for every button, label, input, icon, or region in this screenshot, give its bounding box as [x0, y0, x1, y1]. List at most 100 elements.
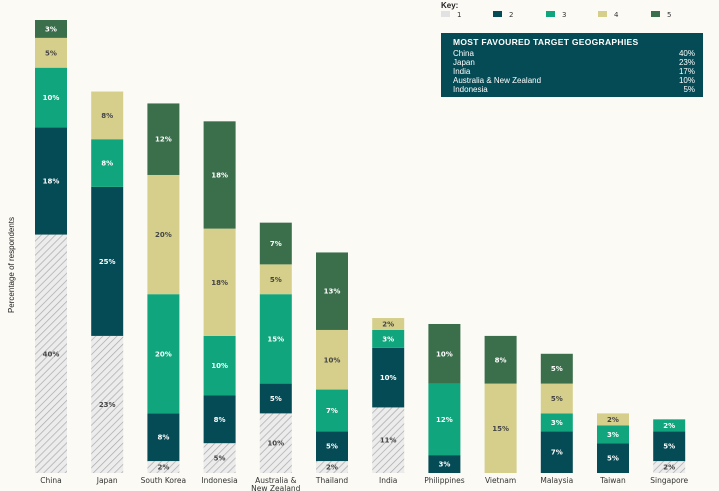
bar-segment	[147, 174, 180, 295]
bar-segment	[147, 413, 180, 462]
x-tick-label: India	[379, 476, 397, 485]
legend-title: Key:	[441, 1, 458, 10]
data-label: 40%	[43, 350, 60, 358]
data-label: 5%	[551, 395, 563, 403]
data-label: 2%	[607, 416, 619, 424]
bar-segment	[316, 329, 348, 390]
bar-segment	[259, 383, 292, 414]
bar-segment	[597, 443, 629, 473]
favourite-row: Japan 23%	[453, 58, 695, 67]
data-label: 20%	[155, 231, 172, 239]
favourite-value: 17%	[678, 67, 695, 76]
bar-segment	[259, 222, 292, 265]
legend: Key: 1 2 3 4 5	[441, 1, 671, 19]
data-label: 10%	[211, 362, 228, 370]
favourite-country: Indonesia	[453, 85, 488, 94]
bar-segment	[91, 186, 124, 336]
favourite-country: Japan	[453, 58, 475, 67]
most-favoured-title: MOST FAVOURED TARGET GEOGRAPHIES	[453, 37, 639, 47]
favourite-country: China	[453, 49, 474, 58]
data-label: 15%	[492, 425, 509, 433]
data-label: 5%	[663, 443, 675, 451]
bar-segment	[372, 329, 405, 348]
bar-segment	[540, 383, 573, 414]
most-favoured-box: MOST FAVOURED TARGET GEOGRAPHIES China 40…	[441, 33, 703, 97]
bar-segment	[35, 20, 67, 38]
data-label: 2%	[663, 422, 675, 430]
legend-swatch	[546, 11, 555, 17]
bar-segment	[316, 389, 348, 432]
bar-segment	[540, 413, 573, 432]
bar-segment	[540, 431, 573, 473]
bar-segment	[653, 461, 686, 473]
legend-label: 5	[667, 11, 671, 19]
x-tick-label: Japan	[96, 476, 118, 485]
data-label: 3%	[438, 461, 450, 469]
y-axis-label: Percentage of respondents	[7, 217, 16, 313]
legend-label: 4	[614, 11, 619, 19]
legend-swatch	[598, 11, 607, 17]
bar-segment	[316, 252, 348, 330]
data-label: 5%	[214, 455, 226, 463]
bar-segment	[35, 67, 67, 128]
favourite-row: Indonesia 5%	[453, 85, 695, 94]
bar-segment	[484, 383, 517, 473]
data-label: 8%	[214, 416, 226, 424]
bar-segment	[91, 139, 124, 187]
x-tick-label: Singapore	[650, 476, 688, 485]
data-label: 5%	[607, 455, 619, 463]
data-label: 3%	[607, 431, 619, 439]
x-tick-label: South Korea	[141, 476, 186, 485]
data-label: 2%	[157, 464, 169, 472]
favourite-country: Australia & New Zealand	[453, 76, 542, 85]
data-label: 10%	[43, 94, 60, 102]
bar-segment	[147, 103, 180, 175]
bar-segment	[91, 335, 124, 473]
bar-segment	[203, 335, 236, 396]
x-tick-label: Malaysia	[540, 476, 573, 485]
data-label: 23%	[99, 401, 116, 409]
data-label: 7%	[326, 407, 338, 415]
legend-label: 3	[562, 11, 566, 19]
bars-layer: 40% 18% 10% 5% 3% 23% 25% 8% 8% 2% 8% 20% 20% 12% 5% 8%…	[35, 20, 686, 473]
data-label: 10%	[380, 374, 397, 382]
data-label: 13%	[324, 288, 341, 296]
legend-label: 1	[457, 11, 461, 19]
data-label: 7%	[270, 240, 282, 248]
favourite-row: China 40%	[453, 49, 695, 58]
data-label: 8%	[495, 356, 507, 364]
bar-segment	[91, 91, 124, 140]
data-label: 10%	[436, 350, 453, 358]
data-label: 5%	[45, 49, 57, 57]
data-label: 18%	[211, 171, 228, 179]
data-label: 8%	[101, 112, 113, 120]
bar-segment	[372, 347, 405, 408]
bar-segment	[428, 455, 461, 473]
bar-segment	[259, 294, 292, 384]
data-label: 5%	[270, 395, 282, 403]
bar-segment	[372, 407, 405, 473]
data-label: 18%	[211, 279, 228, 287]
x-tick-label: Thailand	[315, 476, 348, 485]
bar-segment	[428, 323, 461, 384]
x-axis-labels: China Japan South Korea Indonesia Australia …	[40, 476, 688, 491]
data-label: 2%	[326, 464, 338, 472]
bar-segment	[147, 461, 180, 473]
bar-segment	[372, 318, 405, 330]
x-tick-label: China	[40, 476, 61, 485]
bar-segment	[597, 425, 629, 444]
favourite-row: India 17%	[453, 67, 695, 76]
data-label: 3%	[382, 335, 394, 343]
data-label: 7%	[551, 449, 563, 457]
legend-swatch	[651, 11, 660, 17]
bar-segment	[259, 264, 292, 295]
bar-segment	[147, 294, 180, 414]
bar-segment	[428, 383, 461, 456]
data-label: 3%	[45, 25, 57, 33]
data-label: 8%	[101, 160, 113, 168]
bar-segment	[597, 413, 629, 426]
bar-segment	[484, 335, 517, 384]
bar-segment	[203, 443, 236, 473]
data-label: 2%	[382, 320, 394, 328]
